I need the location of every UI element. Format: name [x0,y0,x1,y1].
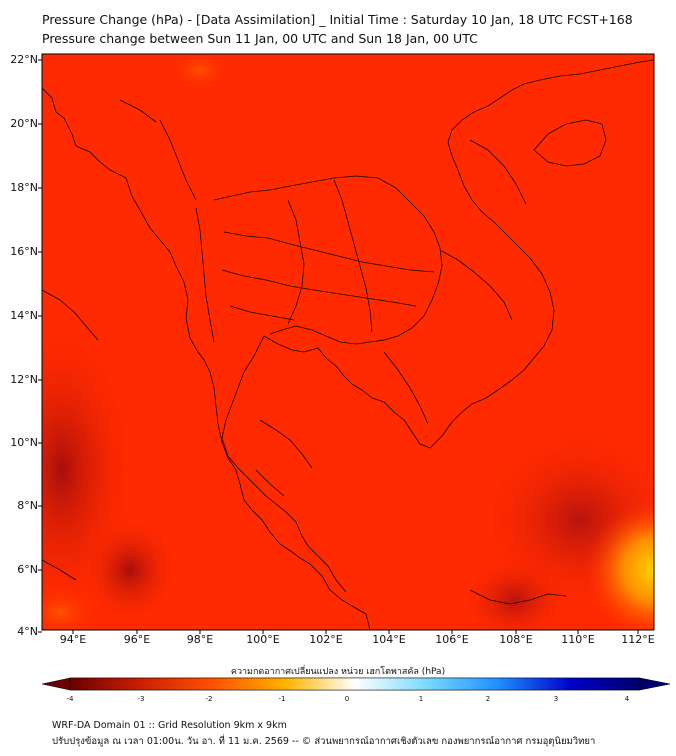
colorbar-label: ความกดอากาศเปลี่ยนแปลง หน่วย เฮกโตพาสคัล… [230,667,446,677]
colorbar-tick: 2 [485,695,491,703]
lat-label-10n: 10°N [10,436,38,449]
lon-label-108e: 108°E [499,633,533,646]
coastlines-and-borders [42,59,654,630]
chart-title: Pressure Change (hPa) - [Data Assimilati… [42,12,633,27]
colorbar-tick: 0 [344,695,350,703]
footer-model-info: WRF-DA Domain 01 :: Grid Resolution 9km … [52,720,287,731]
colorbar-tick: 3 [553,695,559,703]
lon-label-102e: 102°E [309,633,343,646]
lat-label-12n: 12°N [10,373,38,386]
lon-label-104e: 104°E [372,633,406,646]
lat-label-6n: 6°N [17,563,38,576]
colorbar-tick: -1 [278,695,286,703]
lat-label-18n: 18°N [10,181,38,194]
colorbar-tick: -4 [66,695,74,703]
footer-credit: ปรับปรุงข้อมูล ณ เวลา 01:00น. วัน อา. ที… [52,736,596,747]
chart-subtitle: Pressure change between Sun 11 Jan, 00 U… [42,31,478,46]
lat-label-8n: 8°N [17,499,38,512]
colorbar-tick: -3 [137,695,145,703]
lon-label-110e: 110°E [561,633,595,646]
lat-label-16n: 16°N [10,245,38,258]
high-anomaly-east [585,500,654,630]
lon-label-94e: 94°E [59,633,87,646]
lon-label-98e: 98°E [186,633,214,646]
lon-label-100e: 100°E [246,633,280,646]
colorbar-tick: 1 [418,695,424,703]
field-layer [42,54,654,630]
lon-label-96e: 96°E [123,633,151,646]
lon-label-112e: 112°E [621,633,655,646]
colorbar-tick: 4 [624,695,630,703]
colorbar-tick: -2 [205,695,213,703]
lon-label-106e: 106°E [435,633,469,646]
lat-label-14n: 14°N [10,309,38,322]
lat-label-22n: 22°N [10,53,38,66]
lat-label-4n: 4°N [17,625,38,638]
colorbar [41,677,671,691]
lat-label-20n: 20°N [10,117,38,130]
map-frame [41,53,655,631]
